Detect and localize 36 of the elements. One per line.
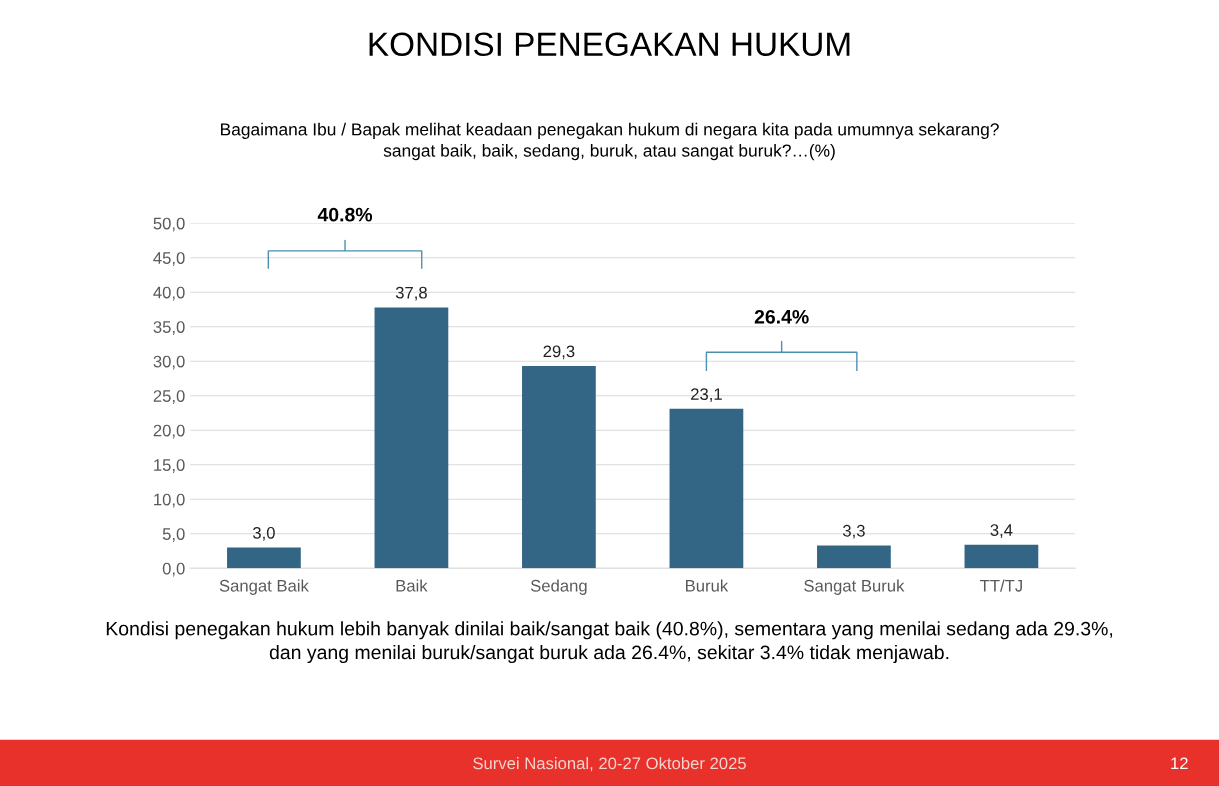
y-tick-label: 30,0 bbox=[153, 355, 185, 370]
x-tick-label: Baik bbox=[396, 579, 428, 592]
data-label: 29,3 bbox=[543, 345, 575, 360]
y-tick-label: 25,0 bbox=[153, 390, 185, 404]
y-tick-label: 20,0 bbox=[153, 424, 185, 439]
y-tick-label: 0,0 bbox=[162, 562, 185, 577]
data-label: 23,1 bbox=[691, 388, 722, 402]
text: Survei Nasional, 20-27 Oktober 2025 bbox=[473, 757, 746, 772]
chart-title: KONDISI PENEGAKAN HUKUM bbox=[369, 32, 850, 57]
text: Kondisi penegakan hukum lebih banyak dinilai baik/sangat baik (40.8%), sementara yang menilai sedang ada 29.3%, dan yang menilai buruk/sangat buruk ada 26.4%, sekitar 3.4% tidak menjawab. bbox=[106, 621, 1113, 664]
chart-subtitle: Bagaimana Ibu / Bapak melihat keadaan penegakan hukum di negara kita pada umumnya sekarang? sangat baik, baik, sedang, buruk, atau sangat buruk?…(%) bbox=[221, 122, 999, 161]
text: 12 bbox=[1171, 757, 1188, 770]
bar bbox=[669, 408, 744, 569]
text: 40.8% bbox=[317, 207, 373, 222]
bar bbox=[227, 547, 301, 569]
x-tick-label: TT/TJ bbox=[980, 579, 1022, 592]
y-tick-label: 50,0 bbox=[153, 217, 185, 232]
x-tick-label: Sangat Baik bbox=[219, 579, 309, 595]
data-label: 3,0 bbox=[252, 526, 275, 541]
x-tick-label: Sedang bbox=[530, 579, 587, 595]
x-tick-label: Buruk bbox=[686, 579, 729, 592]
y-tick-label: 35,0 bbox=[153, 321, 185, 335]
y-tick-label: 5,0 bbox=[162, 528, 185, 542]
y-tick-label: 45,0 bbox=[153, 252, 185, 266]
y-tick-label: 10,0 bbox=[154, 493, 185, 508]
data-label: 3,4 bbox=[990, 524, 1013, 538]
bar bbox=[522, 366, 596, 569]
bar bbox=[817, 545, 891, 569]
bar bbox=[964, 544, 1039, 569]
data-label: 3,3 bbox=[842, 524, 865, 539]
data-label: 37,8 bbox=[395, 286, 427, 301]
annotation: 26.4% bbox=[754, 309, 809, 324]
x-tick-label: Sangat Buruk bbox=[804, 579, 905, 595]
y-tick-label: 40,0 bbox=[153, 286, 185, 301]
y-tick-label: 15,0 bbox=[154, 459, 185, 473]
bar bbox=[374, 307, 449, 569]
